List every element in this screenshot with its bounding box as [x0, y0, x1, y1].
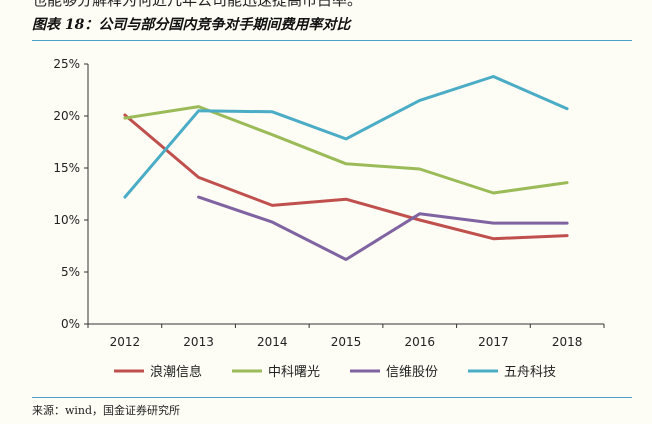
y-axis-ticks: 0% 5% 10% 15% 20% 25%: [53, 57, 88, 331]
x-tick-label: 2012: [110, 335, 141, 349]
top-divider: [32, 40, 632, 41]
series-line: [123, 105, 569, 195]
legend-label: 信维股份: [386, 365, 438, 380]
y-tick-label: 15%: [53, 161, 80, 175]
series-line: [123, 113, 569, 241]
x-tick-label: 2015: [331, 335, 362, 349]
chart-legend: 浪潮信息 中科曙光 信维股份 五舟科技: [114, 364, 556, 380]
x-tick-label: 2018: [552, 335, 583, 349]
y-tick-label: 0%: [61, 317, 80, 331]
y-tick-label: 10%: [53, 213, 80, 227]
x-tick-label: 2013: [183, 335, 214, 349]
bottom-divider: [32, 397, 632, 398]
y-tick-label: 20%: [53, 109, 80, 123]
legend-label: 五舟科技: [504, 365, 556, 380]
series-line: [123, 75, 569, 199]
legend-label: 中科曙光: [268, 365, 320, 380]
y-tick-label: 25%: [53, 57, 80, 71]
figure-title: 图表 18：公司与部分国内竞争对手期间费用率对比: [32, 17, 351, 33]
x-tick-label: 2017: [478, 335, 509, 349]
chart-axes: [87, 64, 604, 325]
y-tick-label: 5%: [61, 265, 80, 279]
x-tick-label: 2014: [257, 335, 288, 349]
clipped-body-text: 也能够分解释为何近几年公司能迅速提高市占率。: [32, 0, 363, 9]
series-line: [197, 195, 569, 261]
x-axis-ticks: 2012 2013 2014 2015 2016 2017 2018: [87, 324, 605, 349]
legend-label: 浪潮信息: [150, 364, 202, 380]
source-note: 来源：wind，国金证券研究所: [32, 404, 181, 417]
x-tick-label: 2016: [404, 335, 435, 349]
chart-series-lines: [123, 75, 569, 261]
